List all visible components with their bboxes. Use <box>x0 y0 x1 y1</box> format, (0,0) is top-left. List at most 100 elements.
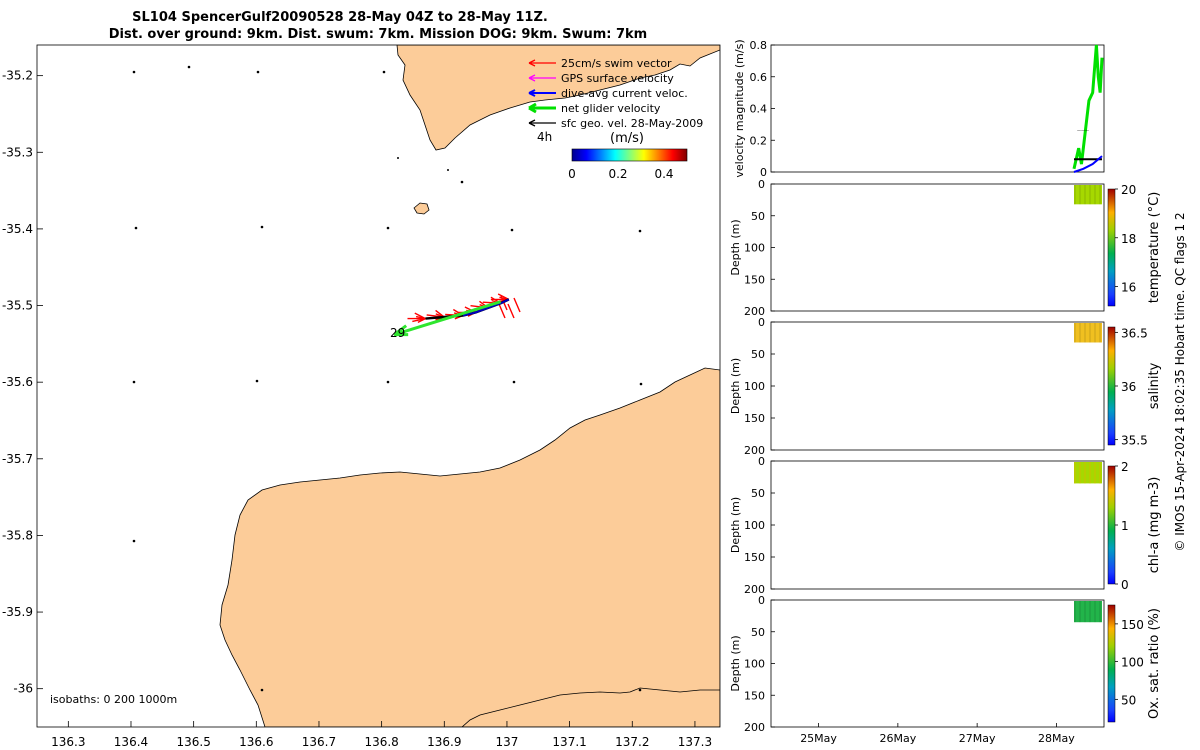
map-x-tick-label: 136.9 <box>427 735 461 749</box>
map-y-axis: -35.2 -35.3 -35.4 -35.5 -35.6 -35.7 -35.8 -35.9… <box>2 69 43 696</box>
depth-colorbar <box>1107 326 1116 446</box>
depth-y-tick-label: 0 <box>758 178 765 191</box>
map-x-axis: 136.3 136.4 136.5 136.6 136.7 136.8 136.9 137 13… <box>51 721 712 749</box>
velocity-y-tick-label: 0 <box>760 166 767 179</box>
colorbar-tick-label: 50 <box>1121 693 1136 707</box>
depth-data-stripe <box>1079 323 1081 343</box>
depth-axes <box>770 321 1105 451</box>
depth-panel-2: 0 50 100 150 200 Depth (m) 36.5 36 35.5 salinity <box>729 316 1162 457</box>
depth-y-tick-label: 100 <box>744 519 765 532</box>
glider-track-blue <box>462 298 510 317</box>
map-legend: 25cm/s swim vector GPS surface velocity … <box>528 57 703 181</box>
depth-ylabel: Depth (m) <box>729 635 742 691</box>
depth-data-stripe <box>1074 185 1076 205</box>
depth-data-stripe <box>1099 323 1101 343</box>
depth-axes <box>770 460 1105 590</box>
depth-data-block <box>1074 601 1102 623</box>
velocity-panel: 0 0.2 0.4 0.6 0.8 velocity magnitude (m/s) ——— <box>733 39 1105 179</box>
map-title-line1: SL104 SpencerGulf20090528 28-May 04Z to … <box>132 10 548 25</box>
depth-y-tick-label: 100 <box>744 658 765 671</box>
map-y-tick-label: -35.7 <box>2 452 33 466</box>
map-colorbar-tick-label: 0.4 <box>654 167 673 181</box>
depth-data-stripe <box>1084 601 1086 623</box>
map-y-tick-label: -35.5 <box>2 299 33 313</box>
colorbar-tick-label: 150 <box>1121 618 1144 632</box>
velocity-y-tick-label: 0.6 <box>750 71 768 84</box>
isobaths-label: isobaths: 0 200 1000m <box>50 693 177 706</box>
depth-data-block <box>1074 323 1102 343</box>
depth-data-stripe <box>1079 185 1081 205</box>
map-colorbar-title: (m/s) <box>610 131 644 146</box>
time-x-tick-label: 26May <box>879 732 916 745</box>
depth-colorbar <box>1107 604 1116 723</box>
depth-data-stripe <box>1099 601 1101 623</box>
colorbar-tick-label: 100 <box>1121 656 1144 670</box>
velocity-y-tick-label: 0.8 <box>750 39 768 52</box>
colorbar-label: chl-a (mg m-3) <box>1147 477 1162 574</box>
time-x-axis: 25May 26May 27May 28May <box>800 723 1075 745</box>
map-plot-area <box>37 45 720 727</box>
velocity-y-tick-label: 0.4 <box>750 103 768 116</box>
map-y-tick-label: -35.3 <box>2 145 33 159</box>
colorbar-tick-label: 36 <box>1121 380 1136 394</box>
colorbar-tick-label: 2 <box>1121 460 1129 474</box>
legend-label-dive: dive-avg current veloc. <box>561 87 688 100</box>
depth-data-block <box>1074 462 1102 484</box>
depth-data-stripe <box>1089 185 1091 205</box>
depth-ylabel: Depth (m) <box>729 219 742 275</box>
map-colorbar <box>571 148 688 162</box>
depth-y-tick-label: 100 <box>744 380 765 393</box>
depth-data-stripe <box>1094 185 1096 205</box>
swim-vector <box>414 312 426 320</box>
depth-ylabel: Depth (m) <box>729 358 742 414</box>
map-x-tick-label: 137.1 <box>552 735 586 749</box>
depth-y-tick-label: 0 <box>758 455 765 468</box>
depth-data-stripe <box>1094 462 1096 484</box>
depth-axes <box>770 599 1105 728</box>
depth-panel-1: 0 50 100 150 200 Depth (m) 20 18 16 temperature (… <box>729 178 1162 318</box>
depth-y-tick-label: 150 <box>744 412 765 425</box>
colorbar-tick-label: 0 <box>1121 578 1129 592</box>
map-frame <box>36 44 721 728</box>
depth-data-stripe <box>1074 462 1076 484</box>
map-colorbar-tick-label: 0 <box>568 167 576 181</box>
depth-y-tick-label: 100 <box>744 242 765 255</box>
colorbar-label: salinity <box>1147 362 1162 409</box>
depth-axes <box>770 183 1105 312</box>
legend-gps-velocity: GPS surface velocity <box>528 72 674 85</box>
depth-y-tick-label: 0 <box>758 316 765 329</box>
map-x-tick-label: 136.6 <box>239 735 273 749</box>
depth-y-tick-label: 150 <box>744 689 765 702</box>
depth-data-block <box>1074 185 1102 205</box>
depth-colorbar <box>1107 465 1116 585</box>
depth-data-stripe <box>1079 462 1081 484</box>
map-y-tick-label: -35.4 <box>2 222 33 236</box>
legend-label-gps: GPS surface velocity <box>561 72 674 85</box>
depth-data-stripe <box>1084 185 1086 205</box>
land-island <box>413 202 430 215</box>
depth-data-stripe <box>1094 601 1096 623</box>
footer-credit: © IMOS 15-Apr-2024 18:02:35 Hobart time.… <box>1173 212 1187 551</box>
swim-vector <box>507 303 515 319</box>
legend-net-velocity: net glider velocity <box>528 102 661 115</box>
time-x-tick-label: 27May <box>959 732 996 745</box>
map-title-line2: Dist. over ground: 9km. Dist. swum: 7km.… <box>109 27 647 42</box>
net-velocity-arrowhead <box>393 324 409 337</box>
map-x-tick-label: 136.7 <box>302 735 336 749</box>
depth-data-stripe <box>1084 462 1086 484</box>
map-x-tick-label: 136.3 <box>51 735 85 749</box>
depth-y-tick-label: 150 <box>744 551 765 564</box>
time-x-tick-label: 28May <box>1038 732 1075 745</box>
colorbar-tick-label: 35.5 <box>1121 434 1148 448</box>
swim-vector <box>497 293 510 301</box>
depth-y-tick-label: 200 <box>744 583 765 596</box>
colorbar-label: Ox. sat. ratio (%) <box>1147 608 1162 719</box>
map-panel: SL104 SpencerGulf20090528 28-May 04Z to … <box>2 10 721 749</box>
colorbar-label: temperature (°C) <box>1147 192 1162 304</box>
map-x-tick-label: 137.2 <box>615 735 649 749</box>
map-x-tick-label: 137 <box>496 735 519 749</box>
legend-label-swim: 25cm/s swim vector <box>561 57 672 70</box>
map-y-tick-label: -35.8 <box>2 528 33 542</box>
depth-y-tick-label: 0 <box>758 594 765 607</box>
